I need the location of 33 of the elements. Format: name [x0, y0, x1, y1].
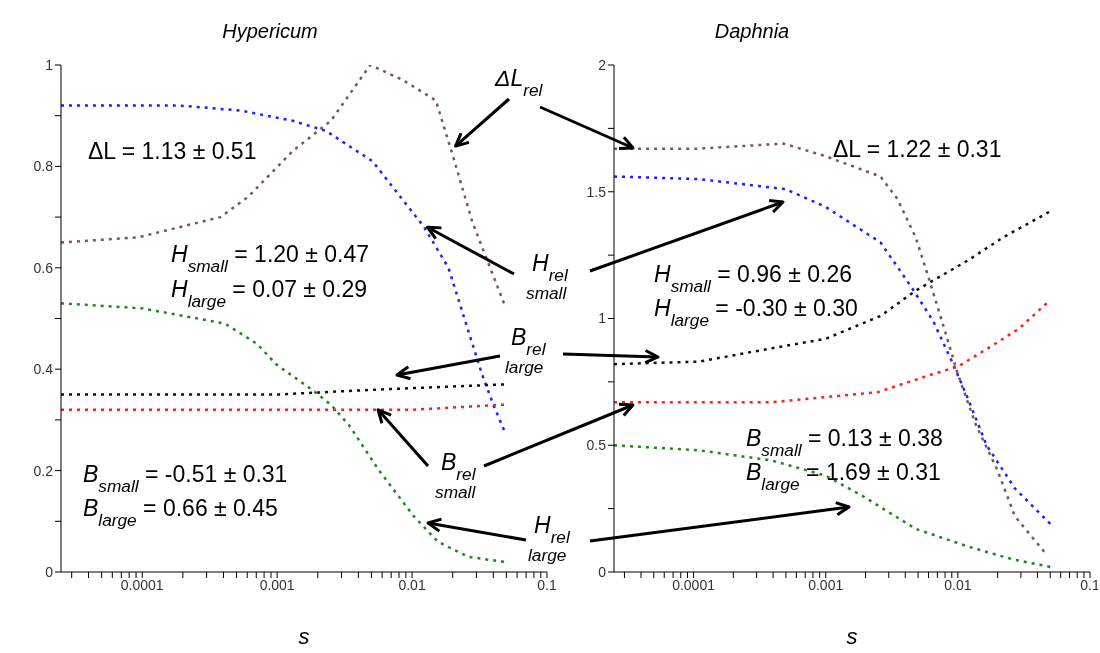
x-tick-label: 0.001 [259, 576, 295, 593]
x-tick-label: 0.01 [944, 576, 972, 593]
x-axis-title: s [298, 624, 310, 649]
x-axis-title: s [846, 624, 858, 649]
y-tick-label: 0.8 [33, 158, 54, 175]
x-tick-label: 0.0001 [120, 576, 164, 593]
annotation: B$_{large}$ = 0.66 ± 0.45 [83, 495, 278, 530]
annotation: B$_{large}$ = 1.69 ± 0.31 [746, 459, 941, 494]
x-tick-label: 0.001 [808, 576, 844, 593]
x-tick-label: 0.1 [537, 576, 557, 593]
y-tick-label: 0.5 [586, 437, 607, 454]
annotation: B$_{small}$ = 0.13 ± 0.38 [746, 425, 943, 460]
annotation: ΔL = 1.13 ± 0.51 [88, 138, 257, 164]
chart-title: Hypericum [222, 20, 318, 42]
y-tick-label: 1 [598, 310, 607, 327]
annotation: B$_{small}$ = -0.51 ± 0.31 [83, 461, 288, 496]
annotation: ΔL = 1.22 ± 0.31 [833, 136, 1002, 162]
annotation: H$_{small}$ = 0.96 ± 0.26 [654, 261, 853, 296]
annotation: H$_{large}$ = 0.07 ± 0.29 [171, 276, 368, 311]
annotation: H$_{small}$ = 1.20 ± 0.47 [171, 241, 370, 276]
annotation: ΔL$_{rel}$ [494, 65, 544, 100]
annotation: H$_{large}$ = -0.30 ± 0.30 [654, 295, 858, 330]
y-tick-label: 1 [45, 56, 54, 73]
x-tick-label: 0.0001 [672, 576, 716, 593]
x-tick-label: 0.01 [398, 576, 426, 593]
y-tick-label: 0.2 [33, 462, 54, 479]
chart-title: Daphnia [714, 20, 790, 42]
y-tick-label: 0.6 [33, 259, 54, 276]
y-tick-label: 0 [45, 563, 54, 580]
y-tick-label: 0.4 [33, 361, 54, 378]
y-tick-label: 0 [598, 563, 607, 580]
y-tick-label: 1.5 [586, 183, 607, 200]
y-tick-label: 2 [598, 56, 607, 73]
